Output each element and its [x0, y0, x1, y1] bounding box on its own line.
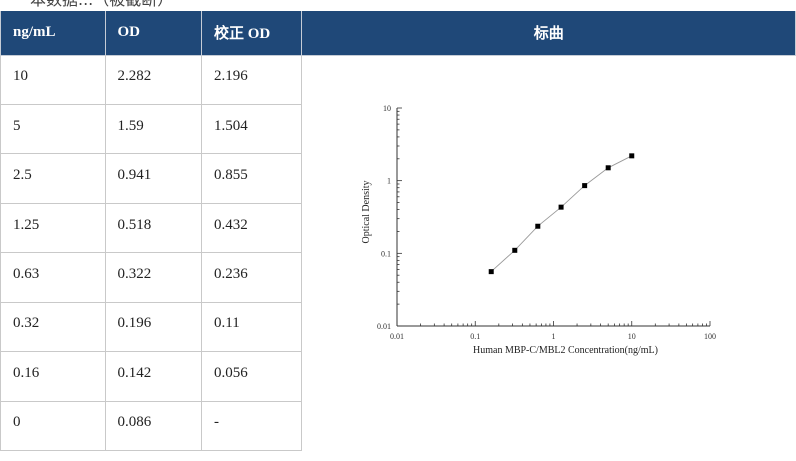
table-row: 2.5 0.941 0.855	[0, 153, 796, 204]
cell-corrected-od: 2.196	[201, 54, 303, 105]
table-row: 0.16 0.142 0.056	[0, 351, 796, 402]
data-point	[535, 223, 541, 229]
cell-concentration: 0	[0, 400, 106, 452]
cell-corrected-od: 0.855	[201, 153, 303, 204]
header-standard-curve: 标曲	[301, 11, 796, 56]
cell-concentration: 2.5	[0, 153, 106, 204]
cell-concentration: 10	[0, 54, 106, 105]
cell-corrected-od: 0.236	[201, 252, 303, 303]
data-point	[489, 268, 495, 274]
x-tick-label: 10	[628, 332, 636, 341]
x-tick-label: 100	[704, 332, 716, 341]
x-tick-label: 1	[552, 332, 556, 341]
cell-od: 0.518	[104, 202, 203, 254]
header-concentration: ng/mL	[0, 11, 106, 56]
standard-curve-table: ng/mL OD 校正 OD 标曲 10 2.282 2.196 0.01 0.1…	[0, 11, 796, 452]
cell-corrected-od: -	[201, 400, 303, 452]
cell-od: 2.282	[104, 54, 203, 105]
cell-od: 0.086	[104, 400, 203, 452]
cell-concentration: 0.63	[0, 252, 106, 303]
cell-corrected-od: 0.432	[201, 202, 303, 254]
truncated-heading: 一本数据...（被截断）	[0, 0, 796, 11]
cell-concentration: 0.16	[0, 351, 106, 402]
y-tick-label: 0.1	[381, 249, 391, 258]
cell-concentration: 0.32	[0, 301, 106, 353]
cell-od: 0.941	[104, 153, 203, 204]
standard-curve-cell: 0.01 0.1 1 10 100 0.01 0.1 1 10 Human MBP-C/MBL2 …	[301, 54, 796, 451]
table-row: 1.25 0.518 0.432	[0, 202, 796, 254]
header-od: OD	[104, 11, 203, 56]
cell-concentration: 1.25	[0, 202, 106, 254]
x-axis-label: Human MBP-C/MBL2 Concentration(ng/mL)	[473, 345, 658, 356]
cell-concentration: 5	[0, 103, 106, 155]
cell-corrected-od: 0.11	[201, 301, 303, 353]
cell-od: 0.142	[104, 351, 203, 402]
data-point	[629, 152, 635, 158]
x-tick-label: 0.1	[471, 332, 481, 341]
data-point	[606, 164, 612, 170]
cell-od: 0.196	[104, 301, 203, 353]
cell-od: 0.322	[104, 252, 203, 303]
header-corrected-od: 校正 OD	[201, 11, 303, 56]
cell-corrected-od: 0.056	[201, 351, 303, 402]
table-row: 5 1.59 1.504	[0, 103, 796, 155]
y-tick-label: 0.01	[377, 322, 391, 331]
data-point	[512, 247, 518, 253]
table-row: 10 2.282 2.196 0.01 0.1 1 10 100 0.01 0.1 1 10 Hu…	[0, 54, 796, 451]
standard-curve-chart: 0.01 0.1 1 10 100 0.01 0.1 1 10 Human MBP-C/MBL2 …	[361, 104, 716, 356]
table-header-row: ng/mL OD 校正 OD 标曲	[0, 11, 796, 56]
fit-curve	[491, 154, 633, 272]
y-tick-label: 10	[383, 104, 391, 113]
table-row: 0 0.086 -	[0, 400, 796, 452]
data-point	[559, 204, 565, 210]
cell-od: 1.59	[104, 103, 203, 155]
data-point	[582, 182, 588, 188]
y-axis-label: Optical Density	[361, 180, 372, 243]
y-tick-label: 1	[387, 176, 391, 185]
cell-corrected-od: 1.504	[201, 103, 303, 155]
x-tick-label: 0.01	[390, 332, 404, 341]
